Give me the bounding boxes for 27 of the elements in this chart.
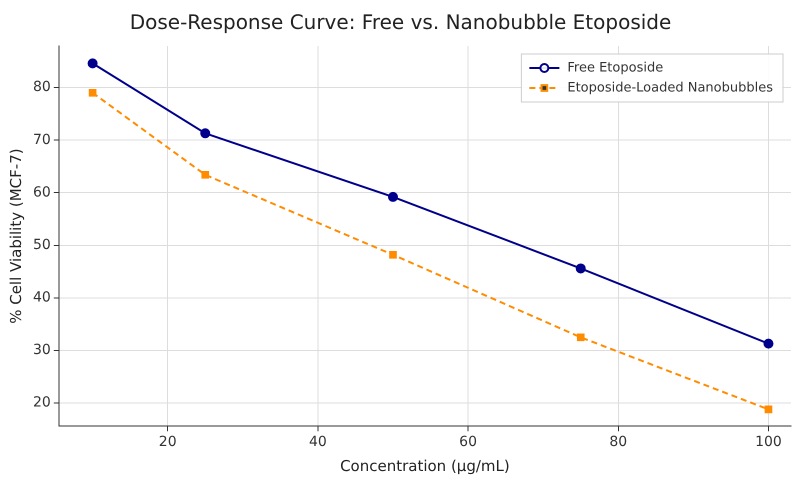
chart-title: Dose-Response Curve: Free vs. Nanobubble Etoposide (130, 10, 672, 34)
y-tick-label: 30 (32, 342, 51, 358)
x-tick-label: 60 (459, 434, 477, 450)
y-tick-label: 60 (32, 184, 51, 200)
x-tick-label: 40 (308, 434, 327, 450)
y-tick-label: 80 (32, 79, 51, 96)
x-axis-title: Concentration (µg/mL) (340, 456, 510, 475)
point (201, 171, 210, 179)
y-tick-label: 40 (32, 290, 51, 306)
point (764, 406, 772, 414)
x-tick-label: 20 (158, 434, 177, 450)
x-tick-label: 80 (609, 434, 628, 450)
point (200, 128, 210, 138)
y-tick-label: 20 (32, 394, 51, 411)
point (576, 263, 586, 274)
point (388, 192, 398, 202)
point (389, 250, 397, 259)
point (576, 334, 585, 342)
y-axis-title: % Cell Viability (MCF-7) (6, 148, 25, 324)
legend-label: Free Etoposide (567, 60, 664, 76)
legend-label: Etoposide-Loaded Nanobubbles (567, 80, 774, 96)
point (88, 58, 98, 68)
x-tick-label: 100 (755, 434, 782, 450)
y-tick-label: 70 (32, 132, 51, 148)
point (88, 88, 96, 97)
y-tick-label: 50 (32, 236, 51, 253)
point (763, 338, 774, 349)
